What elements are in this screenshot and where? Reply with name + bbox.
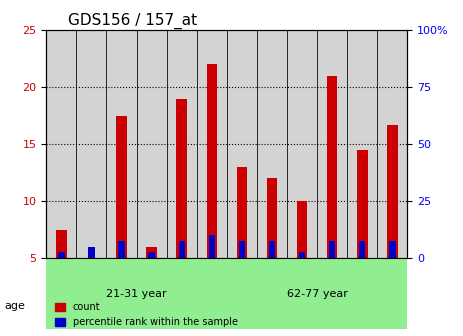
Bar (56, 229, 67, 258)
Bar (167, 30, 197, 258)
Bar (329, 241, 335, 258)
Bar (237, 167, 247, 258)
Bar (387, 125, 398, 258)
Text: GSM2393: GSM2393 (143, 259, 152, 299)
Bar (347, 30, 377, 258)
Text: GSM2399: GSM2399 (323, 259, 332, 299)
Bar (46, 258, 227, 329)
Bar (317, 30, 347, 258)
Bar (197, 30, 227, 258)
Bar (269, 241, 275, 258)
Bar (119, 241, 125, 258)
Legend: count, percentile rank within the sample: count, percentile rank within the sample (51, 298, 241, 331)
Text: GSM2396: GSM2396 (233, 259, 242, 299)
Bar (239, 241, 245, 258)
Bar (46, 30, 76, 258)
Text: GSM2392: GSM2392 (113, 259, 121, 299)
Bar (257, 30, 287, 258)
Bar (146, 247, 157, 258)
Text: age: age (5, 301, 25, 311)
Bar (377, 30, 407, 258)
Bar (389, 241, 395, 258)
Bar (116, 116, 127, 258)
Bar (209, 235, 215, 258)
Text: GDS156 / 157_at: GDS156 / 157_at (68, 13, 197, 29)
Bar (58, 252, 64, 258)
Bar (327, 76, 338, 258)
Bar (106, 30, 137, 258)
Text: GSM2395: GSM2395 (203, 259, 212, 299)
Text: GSM2390: GSM2390 (52, 259, 61, 299)
Text: GSM2391: GSM2391 (82, 259, 92, 299)
Text: GSM2394: GSM2394 (173, 259, 181, 299)
Bar (206, 65, 217, 258)
Text: GSM2400: GSM2400 (353, 259, 363, 299)
Text: 21-31 year: 21-31 year (106, 289, 167, 299)
Bar (227, 30, 257, 258)
Bar (149, 252, 155, 258)
Bar (297, 201, 307, 258)
Text: 62-77 year: 62-77 year (287, 289, 348, 299)
Bar (88, 247, 94, 258)
Bar (267, 178, 277, 258)
Text: GSM2397: GSM2397 (263, 259, 272, 299)
Bar (179, 241, 185, 258)
Text: GSM2401: GSM2401 (383, 259, 393, 299)
Bar (299, 252, 305, 258)
Bar (227, 258, 407, 329)
Bar (357, 150, 368, 258)
Bar (137, 30, 167, 258)
Bar (76, 30, 106, 258)
Bar (287, 30, 317, 258)
Bar (359, 241, 365, 258)
Text: GSM2398: GSM2398 (293, 259, 302, 299)
Bar (176, 98, 187, 258)
